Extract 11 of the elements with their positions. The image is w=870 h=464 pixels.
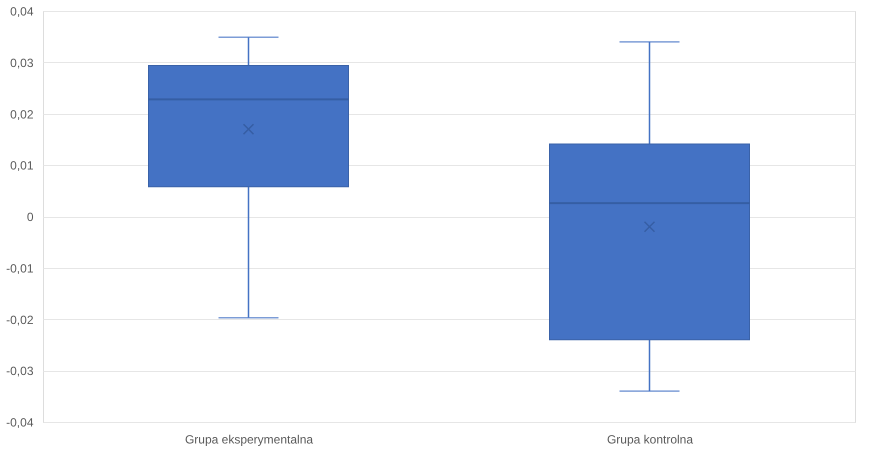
x-tick-label: Grupa kontrolna [606, 432, 694, 446]
y-tick-label: 0,01 [10, 158, 34, 173]
y-tick-label: -0,01 [6, 261, 34, 276]
y-tick-label: 0,02 [10, 107, 34, 122]
y-tick-label: 0 [26, 210, 34, 224]
y-tick-label: -0,03 [6, 364, 34, 378]
y-tick-label: -0,04 [6, 416, 34, 430]
x-tick-label: Grupa eksperymentalna [184, 432, 314, 446]
y-tick-label: 0,03 [10, 56, 34, 70]
y-tick-label: 0,04 [10, 4, 34, 18]
y-tick-label: -0,02 [6, 312, 34, 327]
